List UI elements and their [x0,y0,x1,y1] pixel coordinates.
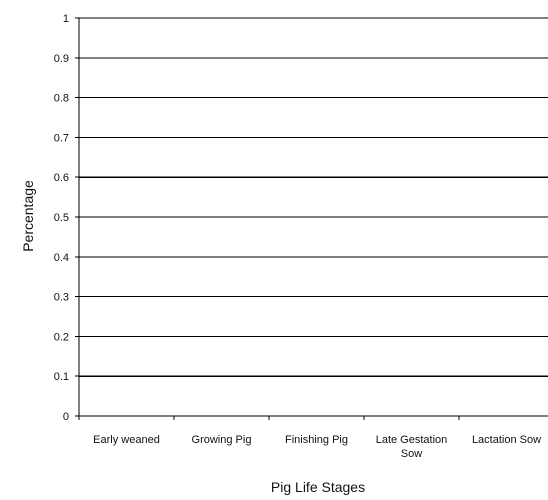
x-tick-label: Growing Pig [192,434,252,446]
y-axis-title: Percentage [20,180,36,252]
x-tick-labels: Early weaned Growing Pig Finishing Pig Late… [93,434,541,460]
grid-lines [79,18,548,376]
y-tick-labels: 0 0.1 0.2 0.3 0.4 0.5 0.6 0.7 0.8 0.9 1 [54,13,69,423]
y-tick-label: 0.5 [54,212,69,224]
x-tick-label: Late Gestation Sow [376,434,448,460]
y-tick-label: 0.9 [54,53,69,65]
y-tick-label: 0 [63,411,69,423]
y-tick-label: 0.7 [54,132,69,144]
y-tick-label: 0.6 [54,172,69,184]
axes [75,18,548,420]
x-tick-label: Lactation Sow [472,434,541,446]
y-tick-label: 0.3 [54,292,69,304]
y-tick-label: 0.1 [54,371,69,383]
x-axis-title: Pig Life Stages [271,479,365,495]
x-tick-label: Early weaned [93,434,160,446]
y-tick-label: 0.4 [54,252,69,264]
x-tick-label: Finishing Pig [285,434,348,446]
y-tick-label: 1 [63,13,69,25]
y-tick-label: 0.8 [54,93,69,105]
y-tick-label: 0.2 [54,331,69,343]
